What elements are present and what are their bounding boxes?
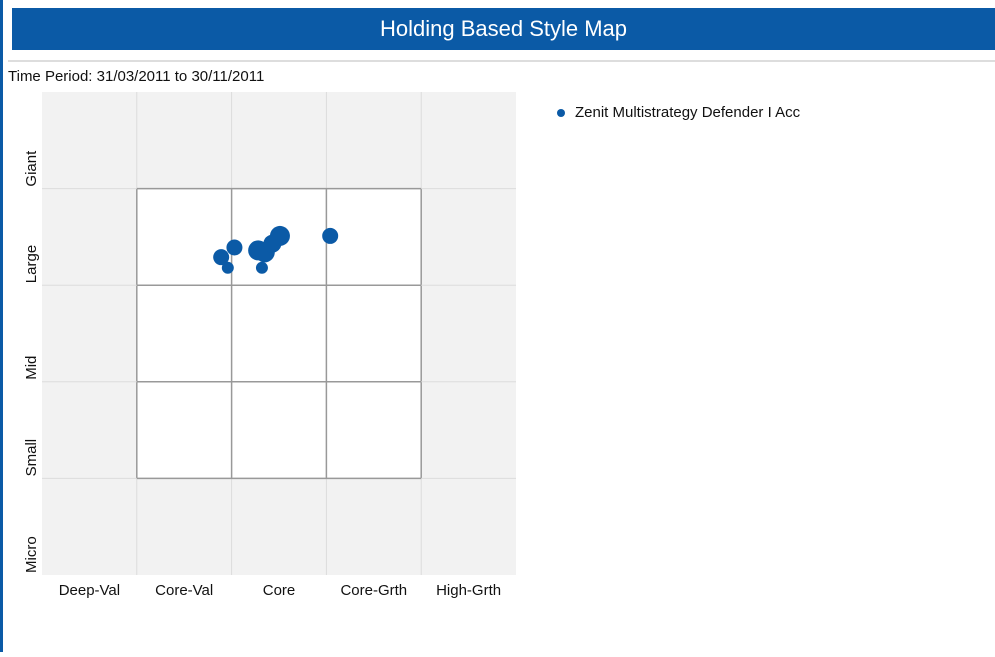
y-label: Small (23, 439, 40, 477)
title: Holding Based Style Map (379, 16, 628, 41)
point (322, 227, 339, 244)
x-label: High-Grth (436, 582, 501, 599)
legend-label: Zenit Multistrategy Defender I Acc (575, 104, 801, 121)
x-label: Deep-Val (59, 582, 120, 599)
point (213, 249, 230, 266)
y-label: Large (23, 245, 40, 283)
y-label: Micro (23, 536, 40, 573)
subtitle: Time Period: 31/03/2011 to 30/11/2011 (8, 68, 264, 85)
point (255, 261, 268, 274)
y-label: Giant (23, 150, 40, 187)
title-bar: Holding Based Style Map (12, 8, 995, 50)
point (226, 239, 243, 256)
x-label: Core-Val (155, 582, 213, 599)
x-label: Core-Grth (340, 582, 407, 599)
point (269, 225, 290, 246)
divider (8, 60, 995, 62)
x-label: Core (263, 582, 296, 599)
left-edge (0, 0, 3, 652)
y-label: Mid (23, 356, 40, 380)
legend-marker (557, 109, 565, 117)
point (221, 261, 234, 274)
